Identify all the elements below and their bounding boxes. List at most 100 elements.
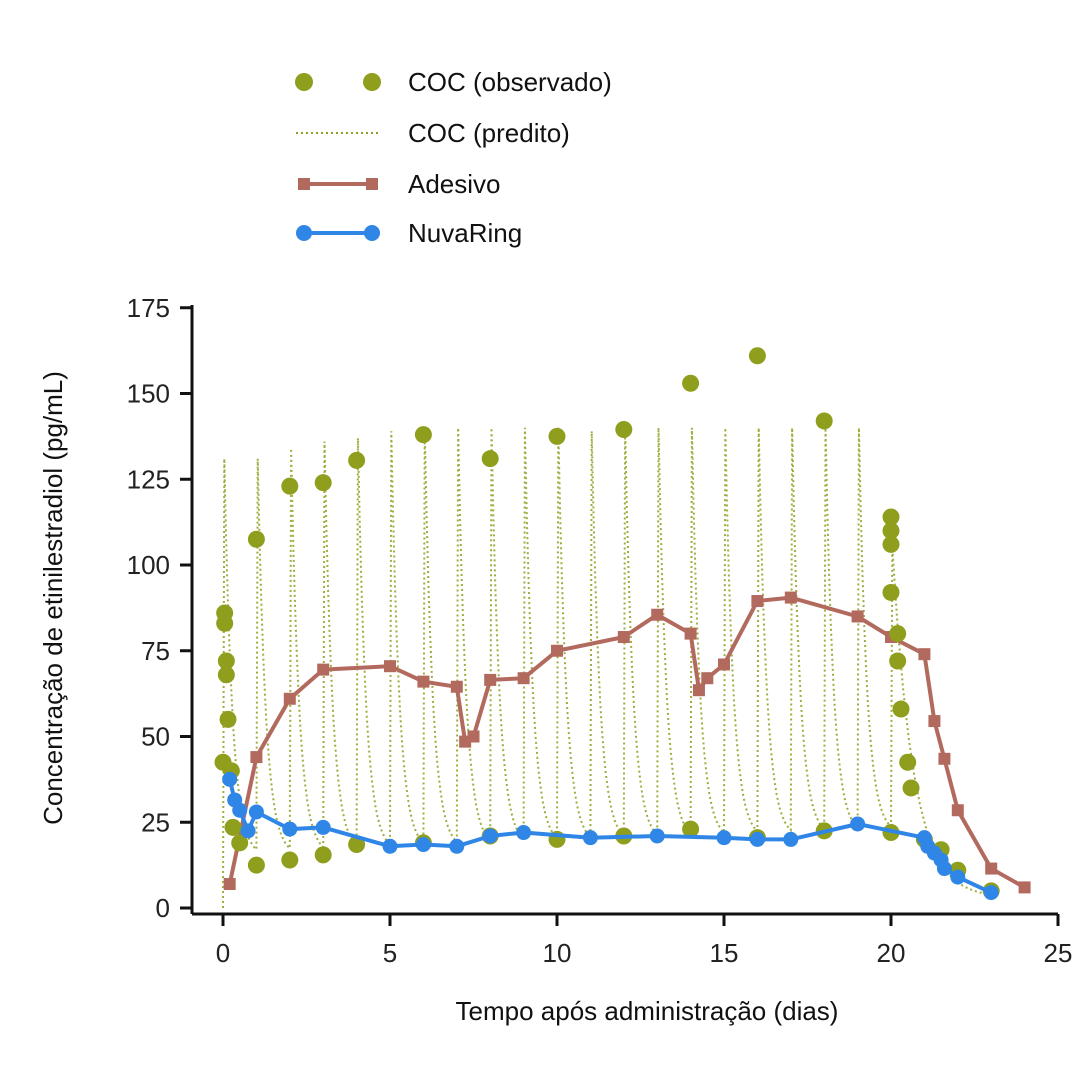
coc-observed-point (314, 846, 332, 864)
nuvaring-point (482, 828, 498, 844)
coc-observed-point (882, 522, 900, 540)
adesivo-point (928, 715, 941, 728)
adesivo-point (450, 680, 463, 693)
nuvaring-point (415, 837, 431, 853)
adesivo-point (651, 608, 664, 621)
coc-observed-point (281, 477, 299, 495)
adesivo-point (551, 644, 563, 657)
adesivo-point (484, 673, 497, 686)
adesivo-point (517, 672, 530, 685)
nuvaring-point (222, 771, 238, 787)
coc-observed-point (217, 666, 235, 684)
nuvaring-point (749, 831, 765, 847)
legend: COC (observado) COC (predito) Adesivo NuvaR… (295, 67, 612, 248)
coc-observed-point (548, 427, 566, 445)
coc-observed-point (247, 856, 265, 874)
adesivo-point (417, 675, 430, 688)
adesivo-point (467, 730, 480, 743)
coc-observed-point (481, 450, 499, 468)
legend-adesivo-marker (298, 178, 310, 190)
coc-observed-point (882, 583, 900, 601)
coc-observed-point (682, 374, 700, 392)
y-ticks: 0 25 50 75 100 125 150 175 (127, 293, 192, 923)
y-tick-label: 50 (141, 722, 170, 752)
x-tick-label: 25 (1044, 938, 1073, 968)
adesivo-point (751, 595, 764, 608)
legend-label: Adesivo (408, 169, 501, 199)
coc-observed-point (748, 347, 766, 365)
nuvaring-point (315, 819, 331, 835)
nuvaring-point (582, 830, 598, 846)
adesivo-point (784, 591, 797, 604)
adesivo-point (851, 610, 864, 623)
series-adesivo-line (227, 595, 1026, 890)
adesivo-point (1018, 881, 1031, 894)
coc-observed-point (615, 421, 633, 439)
y-tick-label: 0 (156, 893, 170, 923)
series-coc-predicted-line (222, 427, 992, 909)
coc-observed-point (348, 836, 366, 854)
coc-observed-point (314, 474, 332, 492)
coc-observed-point (348, 451, 366, 469)
nuvaring-point (516, 825, 532, 841)
y-tick-label: 75 (141, 636, 170, 666)
adesivo-point (617, 631, 630, 644)
nuvaring-point (950, 869, 966, 885)
coc-observed-point (414, 426, 432, 444)
y-axis-title: Concentração de etinilestradiol (pg/mL) (38, 371, 68, 825)
adesivo-point (283, 692, 296, 705)
adesivo-point (692, 684, 705, 697)
coc-observed-point (882, 508, 900, 526)
nuvaring-point (716, 830, 732, 846)
legend-coc-observed-marker (295, 73, 313, 91)
legend-label: COC (predito) (408, 118, 570, 148)
nuvaring-point (449, 838, 465, 854)
adesivo-point (684, 627, 697, 640)
legend-coc-observed-marker (363, 73, 381, 91)
legend-label: NuvaRing (408, 218, 522, 248)
coc-observed-point (217, 652, 235, 670)
nuvaring-point (382, 838, 398, 854)
coc-observed-point (247, 530, 265, 548)
nuvaring-point (282, 821, 298, 837)
adesivo-point (718, 658, 730, 671)
x-tick-label: 10 (543, 938, 572, 968)
x-tick-label: 0 (216, 938, 230, 968)
plot-area (214, 347, 1031, 909)
y-tick-label: 25 (141, 807, 170, 837)
legend-label: COC (observado) (408, 67, 612, 97)
adesivo-point (250, 751, 263, 764)
coc-observed-point (902, 779, 920, 797)
x-tick-label: 5 (383, 938, 397, 968)
coc-observed-point (224, 818, 242, 836)
coc-observed-point (231, 834, 249, 852)
legend-adesivo-marker (366, 178, 378, 190)
coc-observed-point (815, 412, 833, 430)
adesivo-point (918, 648, 931, 661)
adesivo-point (951, 804, 964, 817)
coc-observed-point (682, 820, 700, 838)
nuvaring-point (649, 828, 665, 844)
legend-nuvaring-marker (364, 225, 380, 241)
x-ticks: 0 5 10 15 20 25 (216, 914, 1073, 968)
coc-observed-point (889, 625, 907, 643)
nuvaring-point (232, 802, 248, 818)
nuvaring-point (936, 861, 952, 877)
adesivo-point (938, 752, 951, 765)
coc-observed-point (899, 753, 917, 771)
coc-observed-point (882, 535, 900, 553)
legend-nuvaring-marker (296, 225, 312, 241)
x-axis-title: Tempo após administração (dias) (456, 996, 839, 1026)
x-tick-label: 15 (710, 938, 739, 968)
y-tick-label: 125 (127, 464, 170, 494)
y-tick-label: 150 (127, 379, 170, 409)
nuvaring-point (983, 885, 999, 901)
nuvaring-point (240, 823, 256, 839)
coc-observed-point (892, 700, 910, 718)
nuvaring-point (850, 816, 866, 832)
x-tick-label: 20 (877, 938, 906, 968)
y-tick-label: 175 (127, 293, 170, 323)
axes (190, 305, 1058, 916)
adesivo-point (317, 663, 330, 676)
